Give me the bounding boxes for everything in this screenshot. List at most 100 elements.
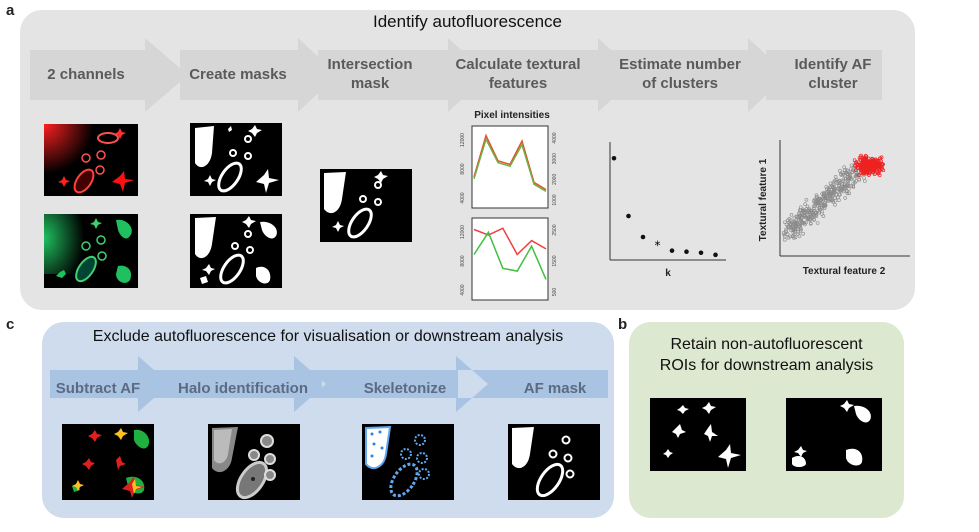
- step-skeletonize: Skeletonize: [363, 380, 447, 397]
- scatter-point-grey: [843, 182, 847, 187]
- scatter-point-grey: [796, 222, 801, 227]
- scatter-point-grey: [808, 212, 813, 217]
- scatter-point-grey: [814, 193, 819, 198]
- scatter-point-grey: [838, 168, 842, 173]
- right-tick-label: 1000: [552, 194, 558, 205]
- scatter-point-grey: [824, 185, 829, 189]
- panel-c-title: Exclude autofluorescence for visualisati…: [92, 328, 564, 345]
- scatter-point-red: [865, 162, 870, 167]
- step-af-mask: AF mask: [523, 380, 587, 397]
- scatter-point-red: [862, 168, 867, 173]
- scatter-ylabel: Textural feature 1: [758, 158, 769, 241]
- scatter-point-grey: [849, 167, 853, 171]
- c-arrow-afmask: [456, 356, 608, 412]
- scatter-point-grey: [826, 199, 830, 203]
- scatter-point-grey: [837, 192, 841, 197]
- scatter-point-grey: [820, 203, 824, 207]
- panel-a-flow-arrows: [30, 38, 882, 112]
- panel-b-letter: b: [618, 316, 628, 333]
- scatter-point-grey: [788, 222, 792, 226]
- c-arrow-skeleton: [294, 356, 458, 412]
- scatter-point-red: [863, 163, 868, 167]
- scatter-point-red: [881, 168, 886, 173]
- scatter-point-grey: [802, 213, 806, 218]
- scatter-point-red: [854, 160, 858, 165]
- pixel-intensity-chart-2: 4000 8000 12000 500 1500 2500: [460, 217, 558, 301]
- scatter-point-grey: [790, 225, 795, 230]
- left-tick-label: 8000: [460, 163, 466, 174]
- elbow-point: [698, 250, 704, 256]
- scatter-point-grey: [826, 187, 831, 191]
- elbow-point: [626, 213, 631, 219]
- red-channel-image: [44, 124, 138, 196]
- scatter-point-grey: [794, 220, 799, 225]
- scatter-point-red: [878, 156, 882, 161]
- scatter-point-grey: [824, 199, 828, 203]
- scatter-point-grey: [852, 177, 857, 181]
- scatter-point-red: [867, 173, 871, 177]
- scatter-point-grey: [832, 189, 836, 194]
- scatter-point-red: [864, 157, 869, 162]
- scatter-point-grey: [847, 184, 851, 189]
- scatter-point-red: [877, 169, 882, 174]
- scatter-point-grey: [828, 194, 832, 199]
- scatter-point-grey: [847, 187, 851, 191]
- right-tick-label: 4000: [552, 132, 558, 143]
- panel-b-title: Retain non-autofluorescent ROIs for down…: [659, 336, 874, 374]
- scatter-point-grey: [785, 232, 790, 236]
- scatter-point-grey: [783, 220, 787, 225]
- left-tick-label: 4000: [460, 192, 466, 203]
- scatter-point-grey: [853, 180, 857, 185]
- scatter-point-grey: [822, 206, 827, 210]
- right-tick-label: 3000: [552, 153, 558, 164]
- step-2-channels: 2 channels: [47, 66, 125, 83]
- scatter-point-grey: [798, 229, 803, 233]
- scatter-point-grey: [831, 180, 836, 184]
- scatter-point-grey: [848, 173, 852, 177]
- flow-arrow-2: [180, 38, 338, 112]
- scatter-point-grey: [789, 213, 794, 217]
- intensity-series-line: [473, 227, 547, 256]
- scatter-point-grey: [784, 227, 789, 232]
- c-arrow-subtract: [50, 370, 170, 398]
- scatter-point-grey: [815, 194, 819, 199]
- intensity-series-line: [473, 137, 547, 193]
- scatter-point-grey: [781, 231, 786, 235]
- scatter-point-grey: [849, 184, 854, 188]
- elbow-point: [669, 248, 675, 253]
- scatter-point-red: [860, 171, 865, 175]
- elbow-point: [713, 252, 718, 258]
- scatter-point-grey: [815, 221, 820, 225]
- scatter-point-red: [878, 164, 883, 168]
- scatter-point-grey: [786, 218, 790, 223]
- scatter-xlabel: Textural feature 2: [803, 266, 886, 277]
- scatter-point-grey: [782, 234, 787, 239]
- scatter-point-red: [864, 166, 869, 171]
- scatter-point-grey: [798, 222, 803, 227]
- retained-roi-red-image: [650, 398, 746, 471]
- scatter-point-grey: [822, 204, 826, 208]
- scatter-point-grey: [831, 199, 835, 204]
- scatter-point-grey: [851, 185, 856, 189]
- scatter-point-grey: [797, 218, 801, 222]
- skeletonize-image: [362, 424, 454, 500]
- scatter-point-grey: [790, 220, 794, 225]
- scatter-point-grey: [863, 179, 867, 183]
- elbow-plot: * k: [609, 142, 726, 279]
- scatter-point-grey: [812, 213, 817, 217]
- scatter-point-grey: [804, 197, 809, 202]
- halo-identification-image: [208, 424, 300, 500]
- scatter-point-grey: [826, 193, 830, 198]
- scatter-point-grey: [820, 205, 824, 210]
- right-tick-label: 2000: [552, 174, 558, 185]
- scatter-point-grey: [813, 203, 817, 208]
- scatter-point-grey: [826, 189, 831, 194]
- scatter-point-grey: [808, 221, 813, 226]
- scatter-point-red: [873, 158, 877, 163]
- scatter-point-grey: [798, 205, 803, 210]
- scatter-point-grey: [823, 196, 828, 201]
- step-subtract-af: Subtract AF: [55, 380, 141, 397]
- scatter-point-red: [871, 168, 876, 173]
- scatter-point-red: [858, 168, 863, 172]
- flow-arrow-1: [30, 38, 188, 112]
